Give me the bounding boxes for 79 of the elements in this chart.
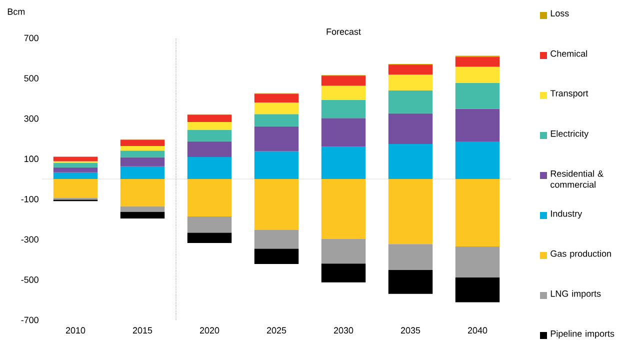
y-tick-label: -700	[21, 316, 38, 324]
bar	[254, 94, 299, 102]
bar	[187, 157, 232, 179]
bar	[254, 248, 299, 264]
legend-label: Industry	[551, 210, 582, 219]
bar	[455, 56, 500, 67]
bar	[187, 232, 232, 244]
bar	[388, 270, 433, 294]
y-tick-label: 500	[24, 75, 38, 82]
bar	[321, 100, 366, 118]
legend-label: LNG imports	[550, 290, 601, 299]
x-tick-label: 2025	[266, 327, 286, 334]
y-tick-label: 300	[24, 115, 38, 122]
legend-label: Residential & commercial	[550, 170, 604, 188]
x-tick-label: 2010	[66, 327, 86, 334]
x-tick-label: 2030	[334, 327, 354, 334]
bar	[321, 179, 366, 239]
bar	[455, 246, 500, 278]
bar	[187, 122, 232, 130]
bar	[254, 126, 299, 152]
bar	[187, 216, 232, 233]
bar	[120, 140, 165, 146]
bar	[388, 90, 433, 114]
bar	[120, 166, 165, 179]
y-tick-label: -500	[21, 276, 38, 283]
x-tick-label: 2020	[200, 327, 220, 334]
bar	[254, 151, 299, 179]
bar	[53, 167, 98, 172]
bar	[53, 162, 98, 168]
y-tick-label: 100	[24, 156, 38, 162]
bar	[455, 108, 500, 142]
bar	[254, 230, 299, 249]
bar	[53, 179, 98, 198]
bar	[254, 102, 299, 114]
bar	[388, 64, 433, 75]
y-tick-label: 700	[24, 34, 38, 42]
legend-label: Chemical	[550, 50, 587, 57]
x-tick-label: 2040	[468, 327, 488, 334]
legend-label: Electricity	[550, 130, 589, 139]
legend-label: Pipeline imports	[550, 330, 614, 339]
bar	[53, 156, 98, 162]
bar	[187, 114, 232, 122]
bar	[120, 206, 165, 212]
bar	[254, 179, 299, 230]
bar	[53, 172, 98, 179]
bar	[187, 141, 232, 158]
bar	[120, 212, 165, 218]
bar	[455, 142, 500, 179]
bar	[388, 244, 433, 270]
bar	[455, 179, 500, 246]
x-tick-label: 2035	[400, 327, 420, 334]
legend-label: Loss	[550, 10, 569, 16]
x-tick-label: 2015	[132, 327, 152, 334]
bar	[321, 146, 366, 179]
bar	[321, 76, 366, 86]
bar	[388, 113, 433, 144]
bar	[388, 144, 433, 179]
bar	[455, 278, 500, 302]
bar	[321, 86, 366, 100]
bar	[321, 118, 366, 147]
bar	[254, 114, 299, 126]
bar	[321, 238, 366, 264]
bar	[187, 179, 232, 216]
bar	[388, 179, 433, 244]
legend-label: Gas production	[550, 250, 611, 259]
y-tick-label: -100	[21, 196, 38, 202]
legend-label: Transport	[550, 90, 588, 98]
bar	[120, 157, 165, 166]
bar	[321, 264, 366, 282]
bar	[187, 130, 232, 142]
y-tick-label: -300	[21, 236, 38, 243]
bar	[120, 150, 165, 158]
y-axis-title: Bcm	[8, 8, 25, 15]
bar	[120, 146, 165, 151]
text: Forecast	[326, 28, 361, 35]
bar	[388, 74, 433, 90]
bar	[455, 66, 500, 83]
bar	[455, 82, 500, 109]
bar	[120, 179, 165, 206]
